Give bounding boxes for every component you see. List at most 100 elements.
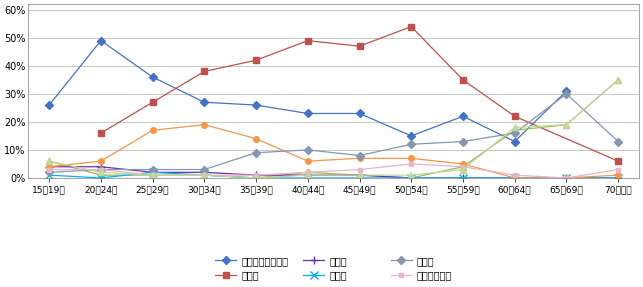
就　学 (614, 176, 622, 180)
交通の利便性 (614, 168, 622, 171)
就職・転職・転業 (201, 100, 208, 104)
交通の利便性 (201, 173, 208, 177)
転　勤 (459, 78, 467, 82)
生活の利便性 (201, 173, 208, 177)
交通の利便性 (459, 165, 467, 168)
住　宅 (511, 131, 518, 135)
転　勤 (97, 131, 105, 135)
転　勤 (304, 39, 312, 42)
就　学 (201, 170, 208, 174)
就職・転職・転業 (459, 115, 467, 118)
住　宅 (149, 168, 156, 171)
生活の利便性 (252, 176, 260, 180)
就職・転職・転業 (149, 75, 156, 79)
就職・転職・転業 (563, 89, 570, 93)
Legend: 就職・転職・転業, 転　勤, 退職・廃業, 就　学, 卒　業, 結婚・離婚・縁組, 住　宅, 交通の利便性, 生活の利便性: 就職・転職・転業, 転 勤, 退職・廃業, 就 学, 卒 業, 結婚・離婚・縁組… (215, 256, 452, 287)
退職・廃業 (614, 78, 622, 82)
卒　業 (614, 176, 622, 180)
生活の利便性 (563, 123, 570, 126)
卒　業 (459, 176, 467, 180)
転　勤 (252, 59, 260, 62)
住　宅 (563, 92, 570, 96)
退職・廃業 (356, 173, 363, 177)
生活の利便性 (614, 78, 622, 82)
交通の利便性 (304, 170, 312, 174)
卒　業 (149, 170, 156, 174)
交通の利便性 (511, 173, 518, 177)
退職・廃業 (97, 173, 105, 177)
生活の利便性 (149, 173, 156, 177)
住　宅 (97, 168, 105, 171)
結婚・離婚・縁組 (201, 123, 208, 126)
退職・廃業 (149, 173, 156, 177)
交通の利便性 (149, 173, 156, 177)
就　学 (97, 165, 105, 168)
退職・廃業 (252, 176, 260, 180)
就　学 (459, 176, 467, 180)
Line: 就職・転職・転業: 就職・転職・転業 (46, 38, 569, 144)
退職・廃業 (304, 170, 312, 174)
Line: 住　宅: 住 宅 (46, 91, 621, 175)
Line: 転　勤: 転 勤 (98, 24, 621, 164)
生活の利便性 (97, 170, 105, 174)
住　宅 (201, 168, 208, 171)
就職・転職・転業 (97, 39, 105, 42)
住　宅 (252, 151, 260, 154)
卒　業 (511, 176, 518, 180)
就　学 (563, 176, 570, 180)
卒　業 (97, 176, 105, 180)
就　学 (408, 176, 415, 180)
交通の利便性 (408, 162, 415, 166)
卒　業 (304, 176, 312, 180)
生活の利便性 (356, 173, 363, 177)
Line: 退職・廃業: 退職・廃業 (46, 76, 622, 181)
結婚・離婚・縁組 (511, 176, 518, 180)
転　勤 (614, 159, 622, 163)
住　宅 (614, 140, 622, 143)
結婚・離婚・縁組 (45, 165, 53, 168)
就　学 (356, 173, 363, 177)
転　勤 (201, 70, 208, 73)
就職・転職・転業 (511, 140, 518, 143)
卒　業 (356, 176, 363, 180)
Line: 卒　業: 卒 業 (45, 168, 622, 182)
Line: 生活の利便性: 生活の利便性 (46, 76, 622, 181)
結婚・離婚・縁組 (252, 137, 260, 140)
転　勤 (511, 115, 518, 118)
退職・廃業 (459, 165, 467, 168)
就　学 (252, 173, 260, 177)
住　宅 (304, 148, 312, 152)
転　勤 (149, 100, 156, 104)
就職・転職・転業 (252, 103, 260, 107)
就　学 (511, 176, 518, 180)
交通の利便性 (252, 173, 260, 177)
結婚・離婚・縁組 (459, 162, 467, 166)
就職・転職・転業 (356, 112, 363, 115)
就　学 (149, 170, 156, 174)
生活の利便性 (511, 126, 518, 129)
結婚・離婚・縁組 (408, 157, 415, 160)
Line: 結婚・離婚・縁組: 結婚・離婚・縁組 (46, 122, 621, 181)
交通の利便性 (356, 168, 363, 171)
住　宅 (408, 143, 415, 146)
退職・廃業 (45, 159, 53, 163)
生活の利便性 (304, 173, 312, 177)
退職・廃業 (408, 176, 415, 180)
卒　業 (45, 173, 53, 177)
就　学 (45, 165, 53, 168)
卒　業 (408, 176, 415, 180)
卒　業 (201, 173, 208, 177)
生活の利便性 (459, 168, 467, 171)
交通の利便性 (45, 168, 53, 171)
卒　業 (563, 176, 570, 180)
住　宅 (459, 140, 467, 143)
退職・廃業 (201, 173, 208, 177)
結婚・離婚・縁組 (304, 159, 312, 163)
Line: 交通の利便性: 交通の利便性 (47, 162, 620, 180)
交通の利便性 (97, 168, 105, 171)
住　宅 (45, 170, 53, 174)
卒　業 (252, 176, 260, 180)
就職・転職・転業 (45, 103, 53, 107)
結婚・離婚・縁組 (563, 176, 570, 180)
転　勤 (356, 44, 363, 48)
